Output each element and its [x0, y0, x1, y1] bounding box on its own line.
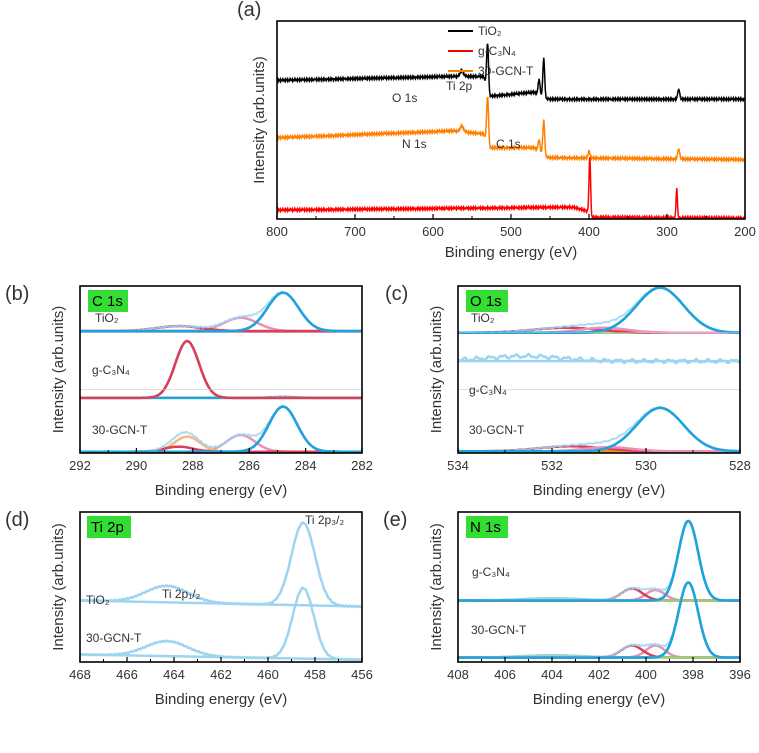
x-axis-label: Binding energy (eV)	[155, 691, 288, 708]
peak-label: O 1s	[392, 91, 417, 105]
x-tick-label: 534	[447, 458, 469, 473]
x-tick-label: 292	[69, 458, 91, 473]
panel-b: (b) 292 290 288 286 284 282 Binding energy (eV)…	[5, 283, 373, 499]
y-axis-label: Intensity (arb.units)	[251, 56, 268, 184]
x-tick-label: 530	[635, 458, 657, 473]
x-tick-label: 456	[351, 667, 373, 682]
y-axis-label: Intensity (arb.units)	[50, 306, 67, 434]
x-tick-label: 398	[682, 667, 704, 682]
sample-label: 30-GCN-T	[92, 423, 148, 437]
x-tick-label: 286	[238, 458, 260, 473]
x-tick-label: 282	[351, 458, 373, 473]
x-tick-label: 396	[729, 667, 751, 682]
x-tick-label: 404	[541, 667, 563, 682]
x-tick-label: 464	[163, 667, 185, 682]
x-tick-label: 466	[116, 667, 138, 682]
peak-label: N 1s	[402, 137, 427, 151]
x-tick-label: 408	[447, 667, 469, 682]
element-badge-label: Ti 2p	[91, 519, 124, 536]
y-axis-label: Intensity (arb.units)	[50, 523, 67, 651]
sample-label: TiO₂	[471, 311, 495, 325]
x-tick-label: 800	[266, 224, 288, 239]
x-axis-label: Binding energy (eV)	[445, 244, 578, 261]
x-axis-label: Binding energy (eV)	[533, 482, 666, 499]
sample-label: g-C₃N₄	[469, 383, 507, 397]
x-tick-label: 200	[734, 224, 756, 239]
x-tick-label: 284	[295, 458, 317, 473]
x-tick-label: 458	[304, 667, 326, 682]
main-peak	[80, 291, 362, 333]
y-axis-label: Intensity (arb.units)	[428, 523, 445, 651]
main-peak	[80, 339, 362, 400]
x-tick-label: 400	[578, 224, 600, 239]
peak-label: Ti 2p₃/₂	[305, 513, 344, 527]
legend-label: TiO₂	[478, 24, 502, 38]
sample-label: TiO₂	[86, 593, 110, 607]
panel-c: (c) 534 532 530 528 Binding energy (eV) Intens…	[385, 283, 751, 499]
y-axis-label: Intensity (arb.units)	[428, 306, 445, 434]
main-peak	[458, 581, 740, 659]
element-badge-label: N 1s	[470, 519, 501, 536]
x-tick-label: 406	[494, 667, 516, 682]
x-tick-label: 290	[126, 458, 148, 473]
series-line	[277, 157, 745, 219]
x-tick-label: 468	[69, 667, 91, 682]
legend-label: g-C₃N₄	[478, 44, 516, 58]
sample-label: g-C₃N₄	[472, 565, 510, 579]
x-tick-label: 528	[729, 458, 751, 473]
panel-label: (b)	[5, 283, 29, 305]
panel-label: (a)	[237, 0, 261, 21]
plot-area	[458, 286, 740, 453]
x-tick-label: 402	[588, 667, 610, 682]
x-tick-label: 400	[635, 667, 657, 682]
x-tick-label: 700	[344, 224, 366, 239]
x-tick-label: 460	[257, 667, 279, 682]
envelope-line	[458, 581, 740, 659]
sample-label: 30-GCN-T	[471, 623, 527, 637]
envelope-line	[80, 521, 362, 609]
series-line	[277, 43, 745, 103]
panel-label: (c)	[385, 283, 408, 305]
x-tick-label: 532	[541, 458, 563, 473]
sample-label: 30-GCN-T	[86, 631, 142, 645]
sample-label: TiO₂	[95, 311, 119, 325]
component-peak	[458, 581, 740, 659]
element-badge	[88, 290, 128, 312]
peak-label: Ti 2p	[446, 79, 473, 93]
panel-a: (a) 800 700 600 500 400 300 200 Binding energy (…	[237, 0, 756, 261]
element-badge	[466, 290, 508, 312]
sample-label: 30-GCN-T	[469, 423, 525, 437]
sample-label: g-C₃N₄	[92, 363, 130, 377]
peak-label: C 1s	[496, 137, 521, 151]
main-peak	[458, 519, 740, 602]
x-axis-label: Binding energy (eV)	[533, 691, 666, 708]
plot-area	[458, 519, 740, 659]
element-badge	[87, 516, 131, 538]
panel-label: (d)	[5, 509, 29, 531]
x-tick-label: 600	[422, 224, 444, 239]
element-badge-label: C 1s	[92, 293, 123, 310]
panel-label: (e)	[383, 509, 407, 531]
x-tick-label: 462	[210, 667, 232, 682]
envelope-line	[80, 586, 362, 662]
envelope-line	[458, 352, 740, 365]
series-line	[277, 96, 745, 164]
x-tick-label: 500	[500, 224, 522, 239]
x-tick-label: 300	[656, 224, 678, 239]
element-badge-label: O 1s	[470, 293, 502, 310]
legend-label: 30-GCN-T	[478, 64, 534, 78]
panel-d: (d) 468 466 464 462 460 458 456 Binding energy (…	[5, 509, 373, 708]
x-tick-label: 288	[182, 458, 204, 473]
x-axis-label: Binding energy (eV)	[155, 482, 288, 499]
panel-e: (e) 408 406 404 402 400 398 396 Binding energy (…	[383, 509, 751, 708]
element-badge	[466, 516, 508, 538]
peak-label: Ti 2p₁/₂	[162, 587, 201, 601]
